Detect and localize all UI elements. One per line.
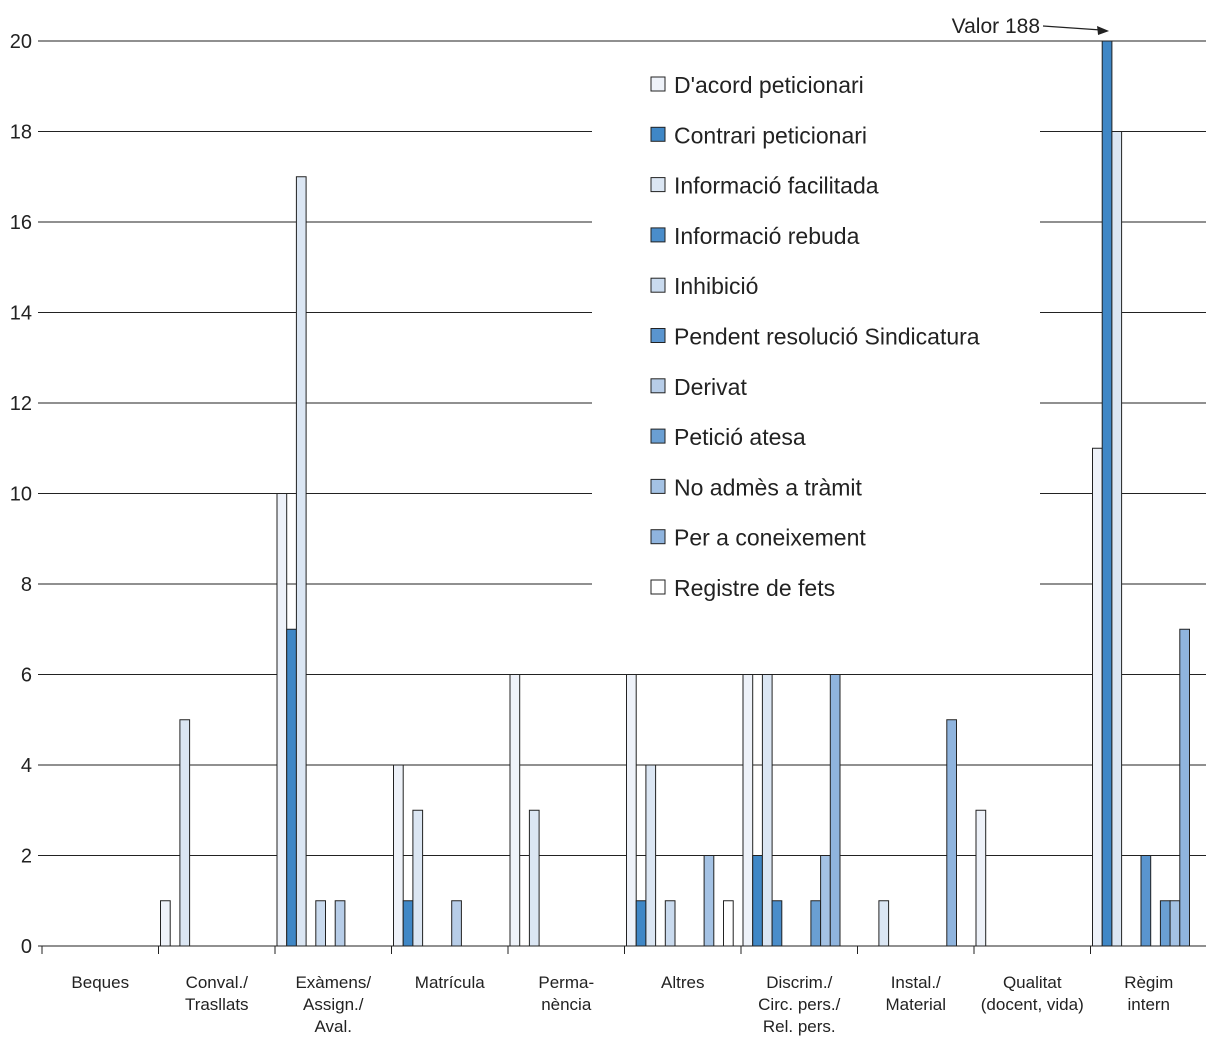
bar-cat2-series0 xyxy=(276,493,288,947)
legend-swatch xyxy=(650,177,666,193)
y-tick-label-14: 14 xyxy=(10,303,32,325)
bar-cat6-series3 xyxy=(771,900,783,947)
legend-swatch xyxy=(650,478,666,494)
legend-label: Informació facilitada xyxy=(674,173,879,199)
legend-swatch xyxy=(650,428,666,444)
bar-cat6-series0 xyxy=(742,674,754,947)
bar-cat2-series4 xyxy=(315,900,326,947)
legend: D'acord peticionari Contrari peticionari I… xyxy=(592,56,1040,616)
legend-swatch xyxy=(650,227,666,243)
bar-cat5-series2 xyxy=(645,764,657,947)
y-tick-label-16: 16 xyxy=(10,212,32,234)
legend-label: Per a coneixement xyxy=(674,525,866,551)
bar-cat9-series8 xyxy=(1169,900,1181,947)
legend-label: Informació rebuda xyxy=(674,223,860,249)
annotation-arrow-head xyxy=(1097,26,1110,35)
legend-swatch xyxy=(650,579,666,595)
y-tick-label-20: 20 xyxy=(10,31,32,53)
bar-cat6-series1 xyxy=(752,855,763,947)
annotations: Valor 188 xyxy=(952,15,1110,38)
legend-swatch xyxy=(650,76,666,92)
x-category-label: Exàmens/Assign./Aval. xyxy=(295,973,371,1036)
legend-swatch xyxy=(650,126,666,142)
bar-cat1-series0 xyxy=(160,900,171,947)
annotation-label: Valor 188 xyxy=(952,15,1040,38)
legend-label: Petició atesa xyxy=(674,424,806,450)
x-category-label: Altres xyxy=(661,973,704,992)
bar-cat5-series1 xyxy=(635,900,647,947)
bar-cat2-series2 xyxy=(295,176,307,947)
bar-cat3-series6 xyxy=(451,900,462,947)
x-axis xyxy=(41,945,1206,954)
y-axis-tick-labels: 0 2 4 6 8 10 12 14 16 18 20 xyxy=(10,31,32,958)
bar-cat9-series9 xyxy=(1179,628,1191,947)
bar-cat9-series2 xyxy=(1111,131,1123,947)
y-tick-label-10: 10 xyxy=(10,484,32,506)
x-category-label: Instal./Material xyxy=(886,973,946,1014)
annotation-arrow-line xyxy=(1042,25,1102,31)
bar-cat5-series8 xyxy=(703,855,715,947)
legend-swatch xyxy=(650,529,666,545)
bar-cat7-series2 xyxy=(878,900,890,947)
x-category-label: Discrim./Circ. pers./Rel. pers. xyxy=(758,973,840,1036)
bar-cat5-series0 xyxy=(626,674,637,947)
bar-cat6-series7 xyxy=(810,900,822,947)
x-category-label: Conval./Trasllats xyxy=(185,973,249,1014)
y-tick-label-12: 12 xyxy=(10,393,32,415)
y-tick-label-8: 8 xyxy=(21,574,32,596)
bar-cat4-series2 xyxy=(528,809,540,947)
bar-cat6-series9 xyxy=(829,674,841,947)
bar-cat9-series7 xyxy=(1159,900,1171,947)
bar-cat9-series5 xyxy=(1140,855,1152,947)
bar-cat3-series2 xyxy=(412,809,424,947)
legend-label: Contrari peticionari xyxy=(674,122,867,148)
legend-swatch xyxy=(650,378,666,394)
y-tick-label-18: 18 xyxy=(10,122,32,144)
legend-label: Registre de fets xyxy=(674,575,835,601)
legend-background xyxy=(592,56,1040,616)
bar-cat6-series8 xyxy=(820,855,831,947)
x-category-label: Matrícula xyxy=(415,973,485,992)
bar-cat3-series0 xyxy=(393,764,404,947)
x-category-label: Perma-nència xyxy=(538,973,594,1014)
bar-cat9-series1 xyxy=(1101,40,1113,947)
legend-swatch xyxy=(650,328,666,343)
bar-cat2-series6 xyxy=(334,900,346,947)
bar-cat8-series0 xyxy=(975,809,987,947)
legend-label: Pendent resolució Sindicatura xyxy=(674,324,980,350)
bar-cat4-series0 xyxy=(509,674,521,947)
bar-cat6-series2 xyxy=(761,674,773,947)
x-category-label: Qualitat (docent, vida) xyxy=(981,973,1084,1014)
bars xyxy=(160,40,1191,947)
bar-cat5-series10 xyxy=(723,900,734,947)
legend-label: Derivat xyxy=(674,374,747,400)
y-tick-label-0: 0 xyxy=(21,936,32,958)
legend-label: D'acord peticionari xyxy=(674,72,864,98)
x-category-label: Beques xyxy=(71,973,129,992)
bar-cat7-series9 xyxy=(946,719,957,947)
bar-cat5-series4 xyxy=(664,900,676,947)
y-tick-label-2: 2 xyxy=(21,846,32,868)
bar-cat2-series1 xyxy=(286,628,297,947)
y-tick-label-6: 6 xyxy=(21,665,32,687)
x-category-label: Règim intern xyxy=(1124,973,1173,1014)
x-axis-category-labels: Beques Conval./Trasllats Exàmens/Assign./A… xyxy=(71,973,1173,1036)
legend-swatch xyxy=(650,277,666,293)
bar-cat3-series1 xyxy=(402,900,414,947)
y-tick-label-4: 4 xyxy=(21,755,32,777)
legend-label: Inhibició xyxy=(674,273,758,299)
legend-label: No admès a tràmit xyxy=(674,474,863,500)
bar-cat9-series0 xyxy=(1092,447,1103,947)
bar-cat1-series2 xyxy=(179,719,191,947)
